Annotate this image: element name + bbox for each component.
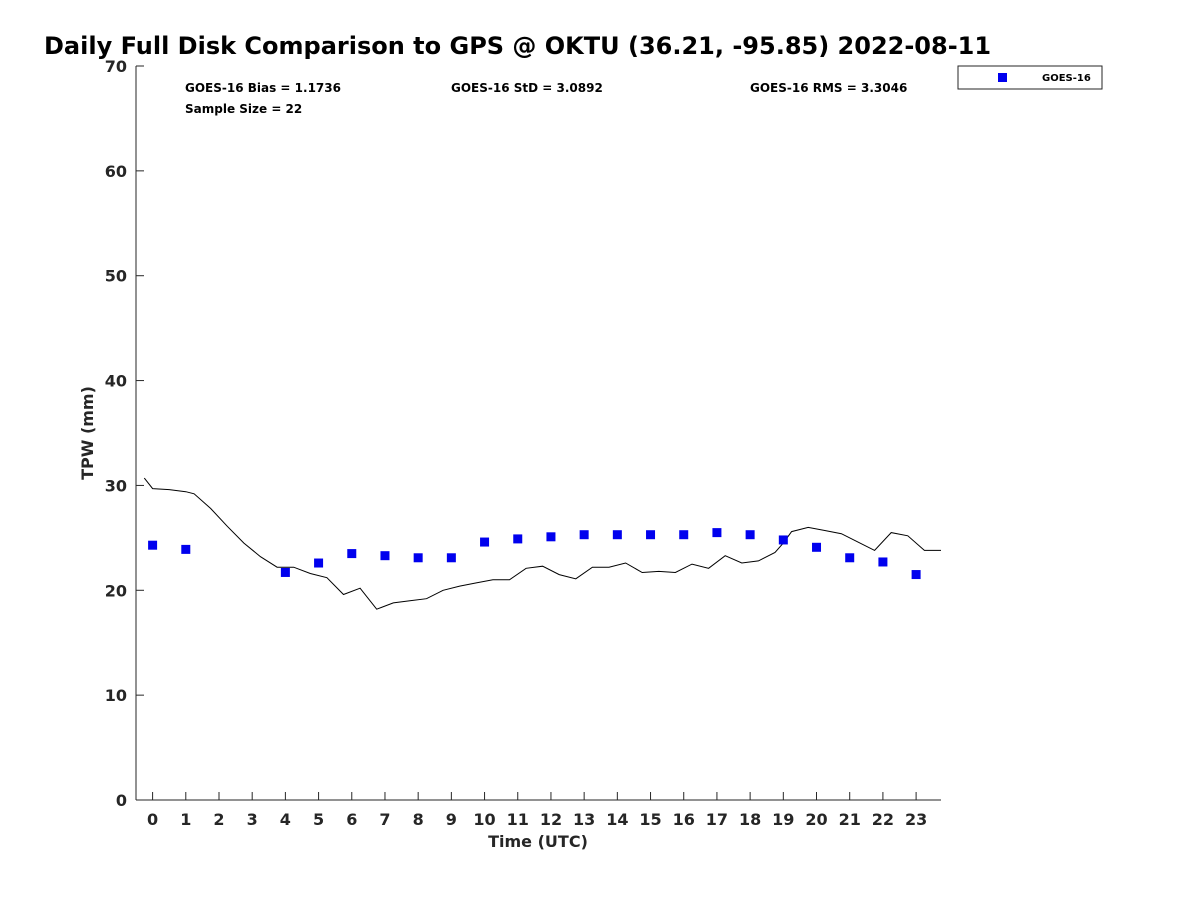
y-tick-label: 0 — [116, 791, 127, 810]
goes16-point — [280, 567, 290, 577]
x-tick-label: 8 — [413, 810, 424, 829]
x-tick-label: 20 — [805, 810, 827, 829]
x-tick-label: 22 — [872, 810, 894, 829]
goes16-point — [812, 542, 822, 552]
goes16-point — [546, 532, 556, 542]
gps-line — [143, 477, 941, 610]
y-axis-ticks: 0 10 20 30 40 50 60 70 — [105, 57, 144, 810]
x-tick-label: 19 — [772, 810, 794, 829]
goes16-point — [380, 551, 390, 561]
x-tick-label: 17 — [706, 810, 728, 829]
y-tick-label: 70 — [105, 57, 127, 76]
x-tick-label: 7 — [379, 810, 390, 829]
goes16-point — [878, 557, 888, 567]
sample-size-stat: Sample Size = 22 — [185, 102, 302, 116]
plot-area — [135, 66, 941, 801]
goes16-point — [712, 528, 722, 538]
x-tick-label: 13 — [573, 810, 595, 829]
x-tick-label: 0 — [147, 810, 158, 829]
goes16-point — [347, 549, 357, 559]
y-tick-label: 30 — [105, 476, 127, 495]
x-tick-label: 4 — [280, 810, 291, 829]
goes16-point — [778, 535, 788, 545]
x-tick-label: 1 — [180, 810, 191, 829]
goes16-point — [911, 570, 921, 580]
x-tick-label: 15 — [639, 810, 661, 829]
goes16-point — [513, 534, 523, 544]
gps-line-series — [143, 477, 941, 610]
goes16-point — [314, 558, 324, 568]
x-axis-ticks: 0 1 2 3 4 5 6 7 8 9 10 11 12 13 14 15 16 17 18 19 20 21 22 23 — [147, 792, 927, 829]
x-tick-label: 23 — [905, 810, 927, 829]
y-tick-label: 40 — [105, 372, 127, 391]
x-tick-label: 3 — [247, 810, 258, 829]
x-tick-label: 5 — [313, 810, 324, 829]
goes16-point — [148, 540, 158, 550]
goes16-point — [745, 530, 755, 540]
y-tick-label: 20 — [105, 581, 127, 600]
goes16-point — [446, 553, 456, 563]
rms-stat: GOES-16 RMS = 3.3046 — [750, 81, 907, 95]
goes16-point — [579, 530, 589, 540]
y-axis-label: TPW (mm) — [78, 386, 97, 480]
x-tick-label: 16 — [673, 810, 695, 829]
y-tick-label: 50 — [105, 267, 127, 286]
legend-marker-goes16 — [998, 73, 1007, 82]
x-tick-label: 6 — [346, 810, 357, 829]
x-tick-label: 9 — [446, 810, 457, 829]
goes16-point — [845, 553, 855, 563]
std-stat: GOES-16 StD = 3.0892 — [451, 81, 603, 95]
x-tick-label: 14 — [606, 810, 628, 829]
x-axis-label: Time (UTC) — [488, 832, 588, 851]
goes16-point — [646, 530, 656, 540]
bias-stat: GOES-16 Bias = 1.1736 — [185, 81, 341, 95]
x-tick-label: 18 — [739, 810, 761, 829]
goes16-scatter-series — [148, 528, 921, 580]
x-tick-label: 11 — [507, 810, 529, 829]
legend: GOES-16 — [957, 65, 1103, 90]
goes16-point — [181, 544, 191, 554]
x-tick-label: 2 — [213, 810, 224, 829]
legend-box — [957, 65, 1103, 90]
x-tick-label: 10 — [473, 810, 495, 829]
x-tick-label: 12 — [540, 810, 562, 829]
goes16-point — [612, 530, 622, 540]
legend-label-goes16: GOES-16 — [1042, 73, 1091, 84]
goes16-point — [413, 553, 423, 563]
x-tick-label: 21 — [839, 810, 861, 829]
goes16-point — [679, 530, 689, 540]
goes16-point — [480, 537, 490, 547]
y-tick-label: 60 — [105, 162, 127, 181]
chart-title: Daily Full Disk Comparison to GPS @ OKTU… — [44, 32, 991, 60]
y-tick-label: 10 — [105, 686, 127, 705]
